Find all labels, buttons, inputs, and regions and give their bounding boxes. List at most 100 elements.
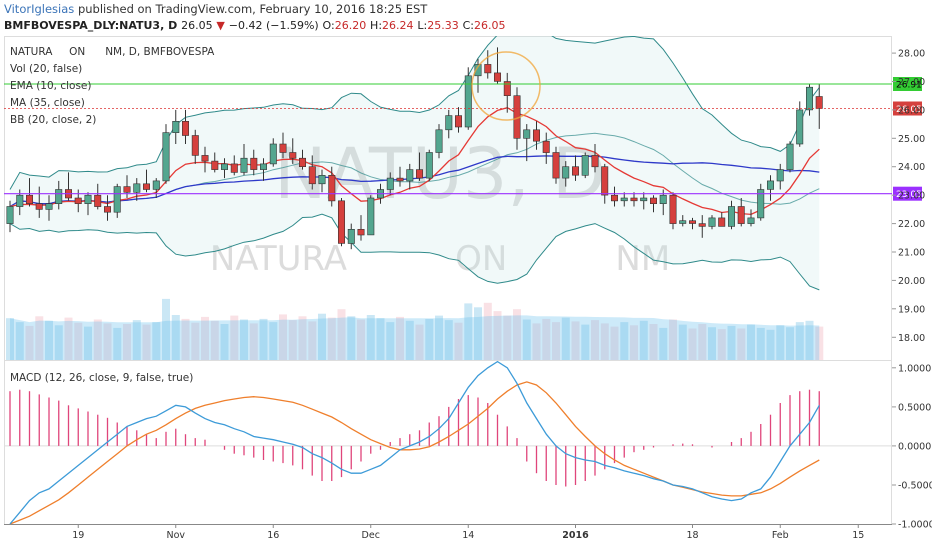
candles [6, 47, 823, 250]
volume-bar [210, 320, 219, 360]
candle-body [669, 194, 677, 224]
candle-body [318, 175, 326, 185]
chart-area[interactable]: NATU3, D NATURA ON NM 26.91 26.05 23.05 28… [0, 36, 932, 550]
price-tick-label: 18.00 [898, 333, 925, 344]
volume-bar [35, 316, 44, 360]
volume-bar [74, 322, 83, 360]
candle-body [386, 177, 394, 190]
candle-body [698, 223, 706, 227]
candle-body [601, 166, 609, 196]
legend-title: NATURA ON NM, D, BMFBOVESPA [10, 46, 215, 58]
macd-line [9, 360, 820, 525]
candle-body [113, 186, 121, 213]
volume-bar [54, 325, 63, 360]
volume-bar [581, 324, 590, 360]
volume-bar [269, 322, 278, 360]
volume-bar [64, 317, 73, 360]
volume-bar [152, 322, 161, 360]
time-tick-label: Nov [166, 530, 185, 541]
time-tick-label: Dec [362, 530, 380, 541]
legend-volume[interactable]: Vol (20, false) [10, 63, 82, 75]
volume-bar [727, 325, 736, 360]
candle-body [464, 75, 472, 128]
candle-body [747, 217, 755, 224]
last-price-tag-bg [893, 101, 922, 116]
volume-bar [600, 323, 609, 360]
price-tick-label: 28.00 [898, 49, 925, 60]
candle-body [406, 169, 414, 182]
change-arrow-icon: ▼ [216, 19, 225, 32]
candle-body [201, 155, 209, 162]
volume-bar [45, 320, 53, 360]
volume-bar [337, 309, 346, 360]
candle-body [542, 140, 550, 153]
candle-body [172, 121, 180, 134]
volume-bar [318, 313, 326, 360]
volume-bar [230, 315, 239, 360]
price-tick-label: 24.00 [898, 162, 925, 173]
candle-body [640, 197, 648, 202]
candle-body [493, 72, 501, 82]
horizontal-levels[interactable]: 26.91 26.05 23.05 [4, 77, 922, 201]
candle-body [269, 143, 277, 165]
volume-bar [649, 324, 658, 360]
candle-body [786, 143, 794, 170]
volume-bars [6, 298, 824, 360]
macd-tick-label: -0.5000 [898, 481, 932, 492]
candle-body [591, 155, 599, 168]
candle-body [35, 203, 43, 210]
macd-axis[interactable]: 1.0000 0.5000 0.0000 -0.5000 -1.0000 [892, 363, 932, 531]
candle-body [143, 183, 151, 190]
legend-macd[interactable]: MACD (12, 26, close, 9, false, true) [10, 372, 193, 384]
volume-bar [786, 327, 794, 360]
volume-bar [776, 325, 785, 360]
candle-body [630, 197, 638, 202]
volume-bar [288, 320, 297, 360]
volume-bar [708, 327, 716, 360]
publish-date: published on TradingView.com, February 1… [77, 2, 428, 16]
price-tick-label: 22.00 [898, 219, 925, 230]
volume-bar [249, 323, 258, 360]
volume-ma-area [10, 315, 820, 360]
candle-body [191, 135, 199, 156]
candle-body [84, 194, 92, 204]
volume-bar [503, 315, 512, 360]
time-axis[interactable]: 19 Nov 16 Dec 14 2016 18 Feb 15 [72, 524, 864, 541]
volume-bar [522, 319, 531, 360]
volume-bar [240, 319, 248, 360]
legend-ma[interactable]: MA (35, close) [10, 97, 85, 109]
volume-bar [552, 322, 560, 360]
volume-bar [181, 318, 190, 360]
volume-bar [191, 322, 200, 360]
candle-body [552, 152, 560, 179]
volume-bar [327, 317, 336, 360]
candle-body [230, 163, 238, 173]
candle-body [357, 229, 365, 236]
close-label: C: [462, 19, 474, 32]
price-axis[interactable]: 28.00 27.00 26.00 25.00 24.00 23.00 22.00 21.00… [892, 49, 925, 344]
candle-body [211, 160, 219, 170]
candle-body [445, 115, 453, 131]
volume-bar [766, 329, 775, 360]
candle-body [425, 152, 433, 179]
volume-bar [347, 316, 356, 360]
candle-body [435, 129, 443, 153]
volume-bar [561, 317, 570, 360]
legend-bb[interactable]: BB (20, close, 2) [10, 114, 96, 126]
low-label: L: [417, 19, 428, 32]
price-tick-label: 27.00 [898, 77, 925, 88]
volume-bar [669, 319, 677, 360]
legend-ema[interactable]: EMA (10, close) [10, 80, 92, 92]
candle-body [367, 197, 375, 236]
candle-body [55, 189, 63, 204]
ema-10-line [9, 107, 820, 216]
candle-body [581, 155, 589, 176]
author-link[interactable]: VitorIglesias [4, 2, 75, 16]
open-value: 26.20 [334, 19, 367, 32]
macd-tick-label: 0.5000 [898, 402, 931, 413]
volume-bar [386, 322, 395, 360]
bb-upper [9, 36, 820, 190]
candle-body [25, 194, 33, 204]
volume-bar [84, 326, 92, 360]
